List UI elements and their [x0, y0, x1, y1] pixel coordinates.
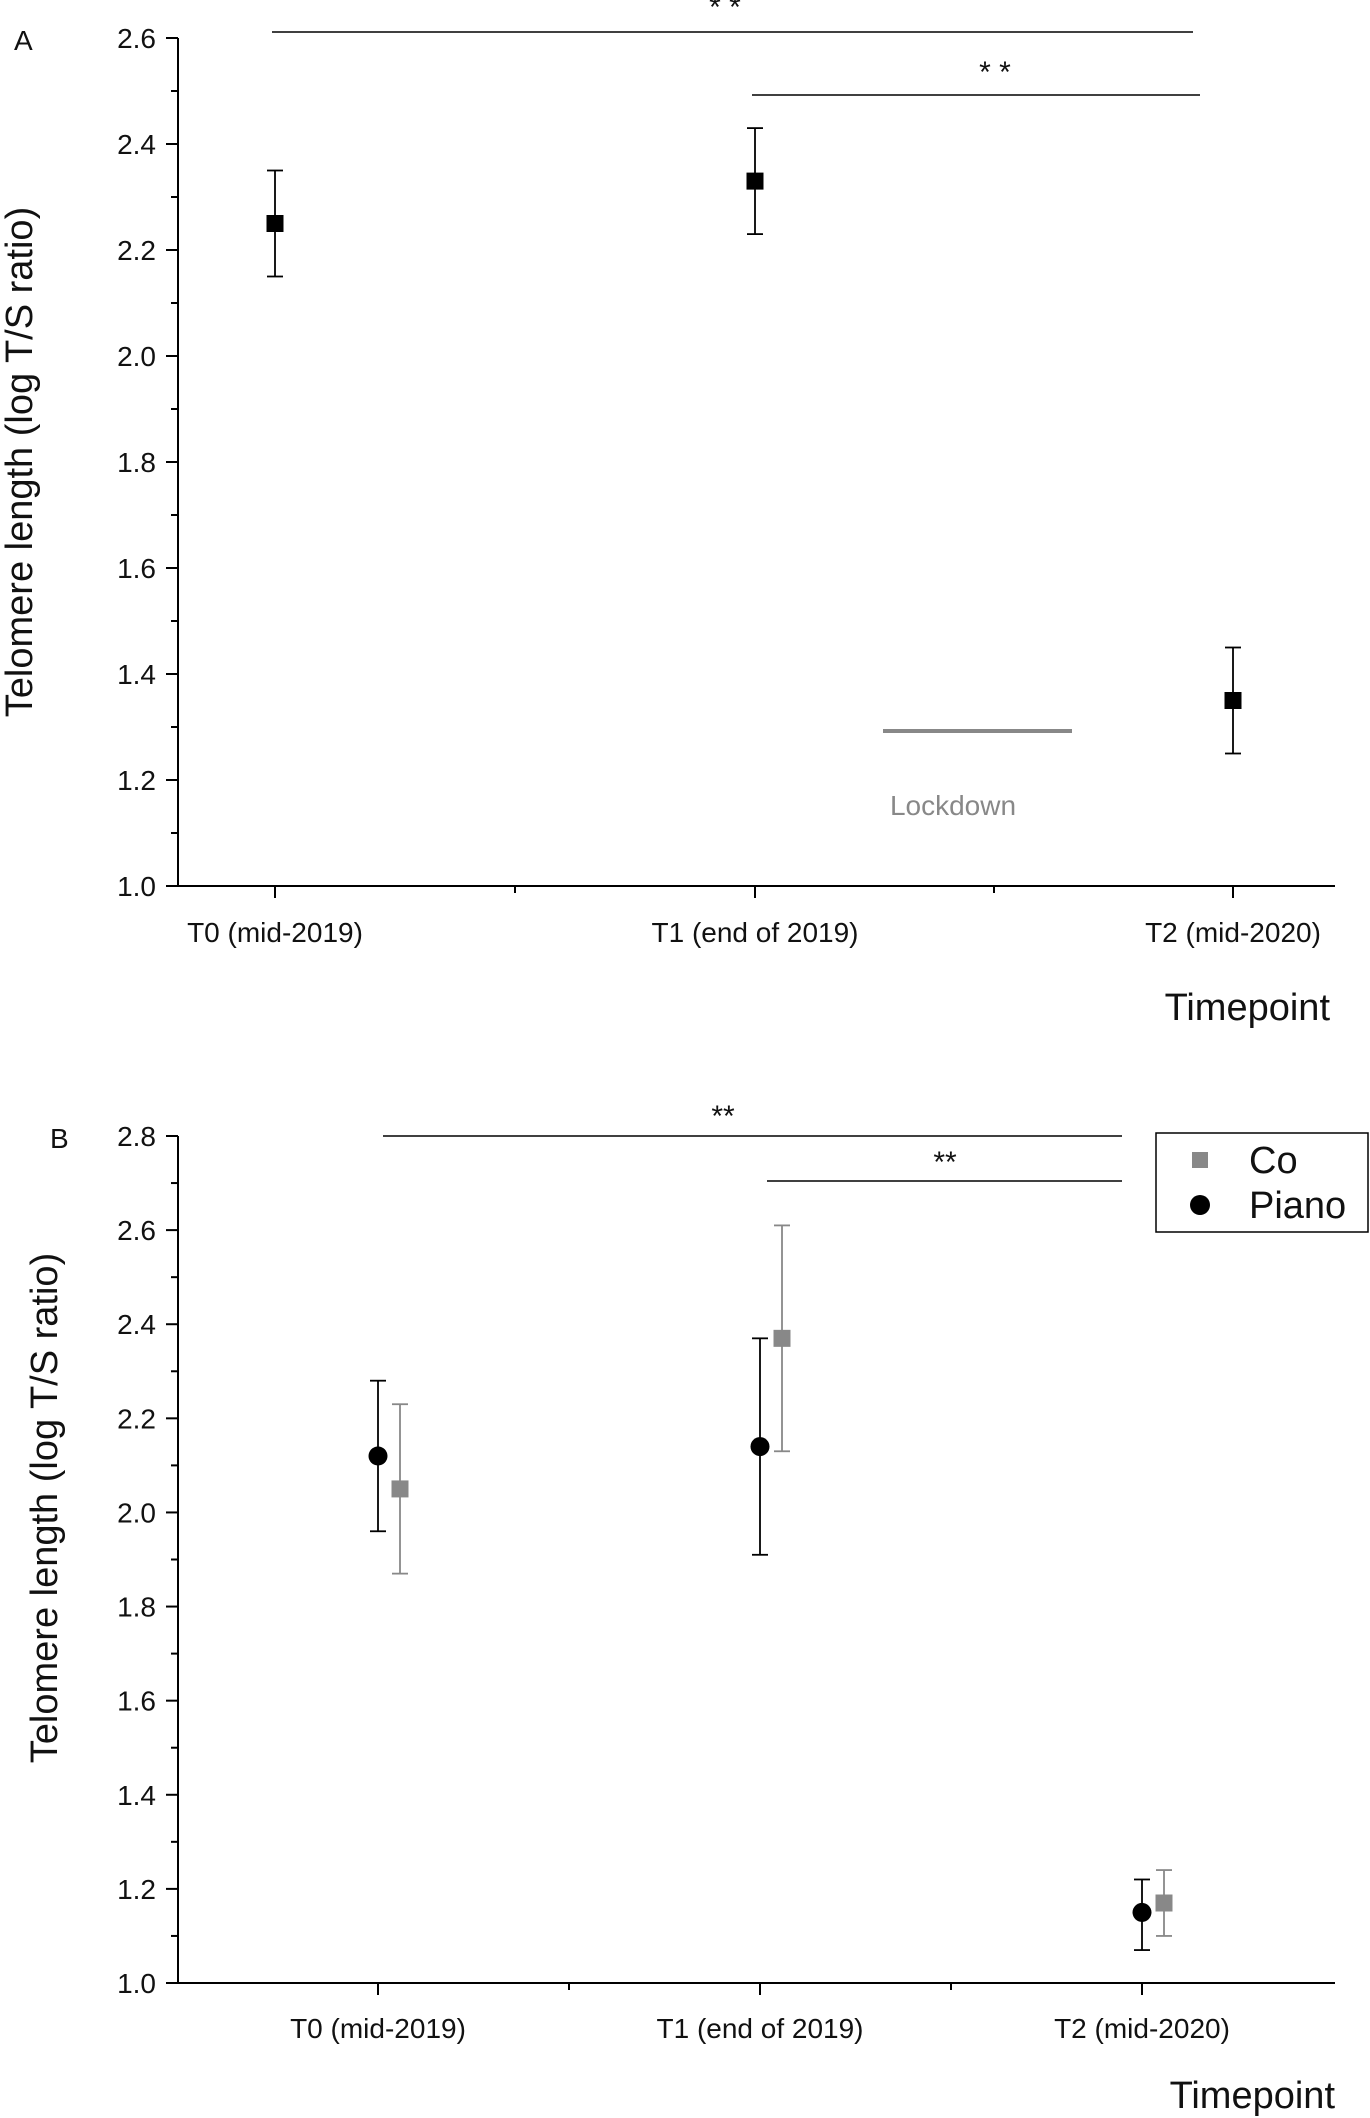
x-tick-label: T0 (mid-2019): [290, 2013, 466, 2044]
y-tick-label: 2.0: [117, 1497, 156, 1528]
data-point-piano: [1132, 1902, 1152, 1922]
data-point-piano: [368, 1446, 388, 1466]
y-tick-label: 1.2: [117, 1874, 156, 1905]
y-tick-label: 2.6: [117, 23, 156, 54]
y-tick-label: 2.6: [117, 1215, 156, 1246]
y-tick-label: 2.4: [117, 129, 156, 160]
data-point-co: [1155, 1894, 1173, 1912]
lockdown-label: Lockdown: [890, 790, 1016, 821]
chart-panel-b: 1.0 1.2 1.4 1.6 1.8 2.0 2.2 2.4 2.6 2.8 T0 (mid-20…: [24, 1100, 1369, 2117]
data-point-series: [266, 215, 284, 232]
y-tick-label: 1.8: [117, 447, 156, 478]
significance-label: * *: [979, 56, 1011, 89]
y-tick-label: 1.2: [117, 765, 156, 796]
data-point-series: [746, 172, 764, 190]
x-tick-label: T1 (end of 2019): [656, 2013, 863, 2044]
x-axis-title: Timepoint: [1170, 2075, 1336, 2117]
y-tick-label: 1.4: [117, 659, 156, 690]
y-tick-label: 1.0: [117, 1968, 156, 1999]
y-tick-label: 2.2: [117, 235, 156, 266]
y-tick-label: 1.6: [117, 553, 156, 584]
legend-label-piano: Piano: [1249, 1185, 1346, 1227]
legend-marker-piano: [1190, 1195, 1210, 1215]
panel-letter: A: [14, 25, 33, 56]
y-tick-label: 2.0: [117, 341, 156, 372]
data-point-piano: [750, 1437, 770, 1457]
significance-label: **: [933, 1146, 957, 1179]
chart-panel-a: 1.0 1.2 1.4 1.6 1.8 2.0 2.2 2.4 2.6 T0 (mid-2019)…: [0, 0, 1335, 1029]
x-tick-label: T1 (end of 2019): [651, 917, 858, 948]
y-axis-title: Telomere length (log T/S ratio): [24, 1253, 66, 1763]
y-tick-label: 2.8: [117, 1121, 156, 1152]
data-point-series: [1224, 692, 1242, 709]
y-tick-label: 1.0: [117, 871, 156, 902]
y-axis-title: Telomere length (log T/S ratio): [0, 207, 41, 717]
data-point-co: [773, 1329, 791, 1347]
y-tick-label: 1.4: [117, 1780, 156, 1811]
legend-label-co: Co: [1249, 1140, 1298, 1182]
data-point-co: [391, 1480, 409, 1498]
legend-box: [1155, 1132, 1369, 1233]
x-axis-title: Timepoint: [1165, 987, 1331, 1029]
legend-marker-co: [1192, 1152, 1208, 1168]
x-tick-label: T2 (mid-2020): [1145, 917, 1321, 948]
significance-label: **: [711, 1100, 735, 1133]
y-tick-label: 2.2: [117, 1403, 156, 1434]
y-tick-label: 1.6: [117, 1686, 156, 1717]
y-tick-label: 2.4: [117, 1309, 156, 1340]
panel-letter: B: [50, 1123, 69, 1154]
y-tick-label: 1.8: [117, 1592, 156, 1623]
significance-label: * *: [709, 0, 741, 24]
x-tick-label: T0 (mid-2019): [187, 917, 363, 948]
x-tick-label: T2 (mid-2020): [1054, 2013, 1230, 2044]
